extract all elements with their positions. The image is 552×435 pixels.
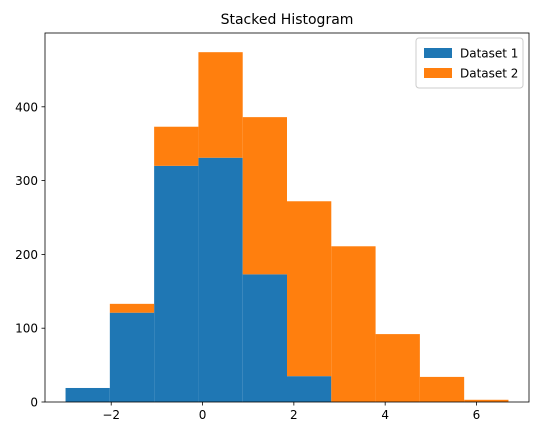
bar-series-1-bin-1 xyxy=(65,387,110,402)
x-tick-label: 6 xyxy=(473,408,481,422)
bar-series-1-bin-6 xyxy=(287,376,332,402)
y-tick-label: 400 xyxy=(15,100,38,114)
bar-series-2-bin-2 xyxy=(109,303,155,313)
bar-series-2-bin-9 xyxy=(419,376,465,402)
bar-series-2-bin-6 xyxy=(287,201,332,377)
x-tick-label: 4 xyxy=(381,408,389,422)
legend: Dataset 1 Dataset 2 xyxy=(415,37,524,89)
legend-box xyxy=(415,37,524,89)
bars-group xyxy=(65,52,509,402)
legend-label-1: Dataset 1 xyxy=(460,47,518,61)
bar-series-1-bin-2 xyxy=(109,312,155,402)
y-tick-label: 300 xyxy=(15,174,38,188)
legend-label-2: Dataset 2 xyxy=(460,67,518,81)
x-tick-label: 0 xyxy=(199,408,207,422)
bar-series-1-bin-5 xyxy=(242,274,287,402)
bar-series-2-bin-4 xyxy=(198,52,243,158)
bar-series-2-bin-7 xyxy=(331,246,376,402)
bar-series-1-bin-4 xyxy=(198,157,243,402)
bar-series-2-bin-10 xyxy=(464,399,509,402)
x-tick-label: 2 xyxy=(290,408,298,422)
bar-series-2-bin-5 xyxy=(242,117,287,275)
x-tick-label: −2 xyxy=(102,408,120,422)
legend-swatch-2 xyxy=(424,68,452,78)
bar-series-1-bin-3 xyxy=(154,165,199,402)
bar-series-2-bin-8 xyxy=(375,334,420,402)
chart-title: Stacked Histogram xyxy=(221,12,354,28)
axes-group: −2 0 2 4 6 0 100 200 300 400 xyxy=(15,32,530,422)
y-tick-label: 0 xyxy=(30,396,38,410)
y-tick-label: 100 xyxy=(15,322,38,336)
plot-frame xyxy=(44,32,530,403)
bar-series-2-bin-3 xyxy=(154,126,199,166)
legend-swatch-1 xyxy=(424,48,452,58)
y-tick-label: 200 xyxy=(15,248,38,262)
